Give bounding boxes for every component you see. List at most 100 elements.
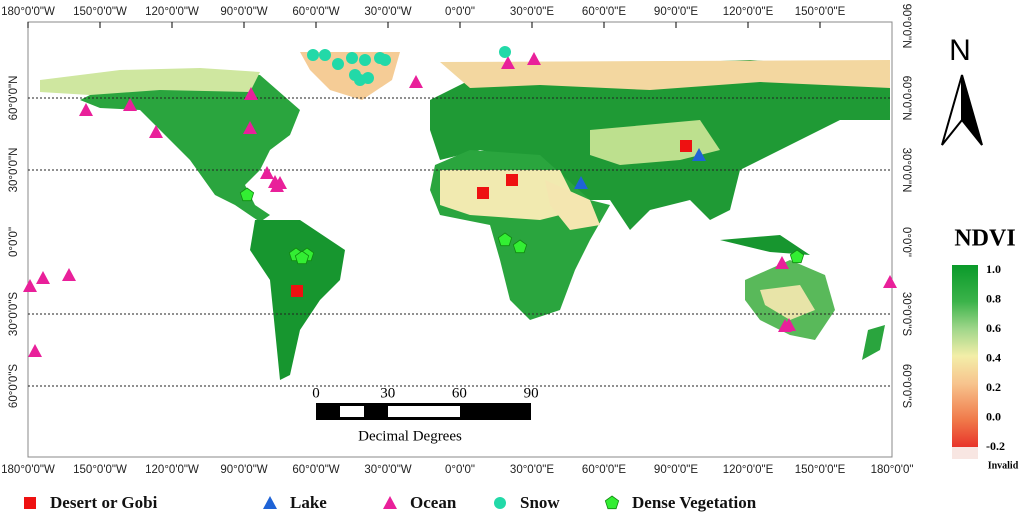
right-coord-label: 90°0'0"N [900,4,912,49]
left-coord-label: 60°0'0"S [8,364,20,408]
top-coord-label: 30°0'0"W [364,6,411,18]
south-america [250,220,345,380]
ocean-marker [243,121,257,134]
bottom-coord-label: 30°0'0"E [510,464,554,476]
top-coord-label: 60°0'0"W [292,6,339,18]
ocean-marker [775,256,789,269]
desert-marker [680,140,692,152]
scale-tick-label: 60 [452,385,467,401]
arctic-america [40,68,260,95]
ocean-marker [782,318,796,331]
snow-marker [346,52,358,64]
arabia [545,180,600,230]
desert-marker [477,187,489,199]
bottom-coord-label: 0°0'0" [445,464,475,476]
snow-marker [332,58,344,70]
bottom-coord-label: 90°0'0"W [220,464,267,476]
vegetation-marker [239,187,255,202]
scale-bar-seg [340,406,364,417]
arrow-left [941,74,963,146]
left-coord-label: 30°0'0"S [8,292,20,336]
legend-label: Dense Vegetation [632,493,757,512]
left-coord-label: 0°0'0" [8,227,20,257]
bottom-coord-label: 150°0'0"W [73,464,127,476]
snow-marker [379,54,391,66]
top-coord-label: 30°0'0"E [510,6,554,18]
legend-label: Desert or Gobi [50,493,158,512]
snow-marker [307,49,319,61]
graticule [27,22,892,387]
legend-label: Lake [290,493,327,512]
legend-label: Ocean [410,493,457,512]
right-coord-label: 30°0'0"S [900,292,912,336]
top-coord-label: 60°0'0"E [582,6,626,18]
ocean-marker [149,125,163,138]
ocean-marker [527,52,541,65]
colorbar-tick-label: 0.0 [986,409,1001,423]
north-arrow: N [941,34,983,146]
top-coord-label: 90°0'0"W [220,6,267,18]
bottom-coord-label: 180°0'0"W [1,464,55,476]
central-asia [590,120,720,165]
land [40,52,890,380]
scale-tick-label: 30 [380,385,395,401]
legend-label: Snow [520,493,560,512]
top-coord-label: 90°0'0"E [654,6,698,18]
arrow-right [961,74,983,146]
top-coord-label: 150°0'0"E [795,6,846,18]
colorbar-tick-label: 1.0 [986,262,1001,276]
ocean-marker [260,166,274,179]
scale-bar-seg [388,406,460,417]
vegetation-marker [294,250,310,265]
bottom-coord-label: 150°0'0"E [795,464,846,476]
snow-marker [499,46,511,58]
right-coord-label: 60°0'0"S [900,364,912,408]
left-coord-label: 30°0'0"N [8,148,20,193]
snow-marker [362,72,374,84]
desert-marker [24,497,36,509]
vegetation-marker [604,495,620,510]
bottom-coord-label: 180°0'0" [871,464,914,476]
colorbar-invalid-label: Invalid [988,460,1019,471]
colorbar-tick-label: 0.6 [986,321,1001,335]
indonesia [720,235,810,255]
lake-marker [263,496,277,509]
top-coord-label: 0°0'0" [445,6,475,18]
colorbar-tick-label: -0.2 [986,439,1005,453]
australia-interior [760,285,815,320]
desert-marker [291,285,303,297]
bottom-coord-label: 60°0'0"W [292,464,339,476]
top-coord-label: 120°0'0"E [723,6,774,18]
ocean-marker [23,279,37,292]
north-label: N [949,34,971,67]
scale-unit: Decimal Degrees [358,428,462,444]
colorbar-title: NDVI [954,226,1015,252]
snow-marker [494,497,506,509]
right-coord-label: 60°0'0"N [900,76,912,121]
desert-marker [506,174,518,186]
top-coord-label: 150°0'0"W [73,6,127,18]
sahara [440,170,580,220]
bottom-coord-label: 30°0'0"W [364,464,411,476]
top-coord-label: 180°0'0"W [1,6,55,18]
scale-tick-label: 90 [524,385,539,401]
bottom-coord-label: 60°0'0"E [582,464,626,476]
vegetation-marker [512,239,528,254]
colorbar-tick-label: 0.8 [986,291,1001,305]
bottom-coord-label: 90°0'0"E [654,464,698,476]
ocean-marker [36,271,50,284]
new-zealand [862,325,885,360]
left-coord-label: 60°0'0"N [8,76,20,121]
vegetation-marker [789,249,805,264]
top-coord-label: 120°0'0"W [145,6,199,18]
bottom-coord-label: 120°0'0"W [145,464,199,476]
colorbar [952,265,978,447]
ocean-marker [244,87,258,100]
right-coord-label: 0°0'0" [900,227,912,257]
scale-bar [316,403,531,420]
lake-marker [574,176,588,189]
scale-tick-label: 0 [312,385,320,401]
vegetation-marker [497,232,513,247]
ocean-marker [501,56,515,69]
snow-marker [319,49,331,61]
